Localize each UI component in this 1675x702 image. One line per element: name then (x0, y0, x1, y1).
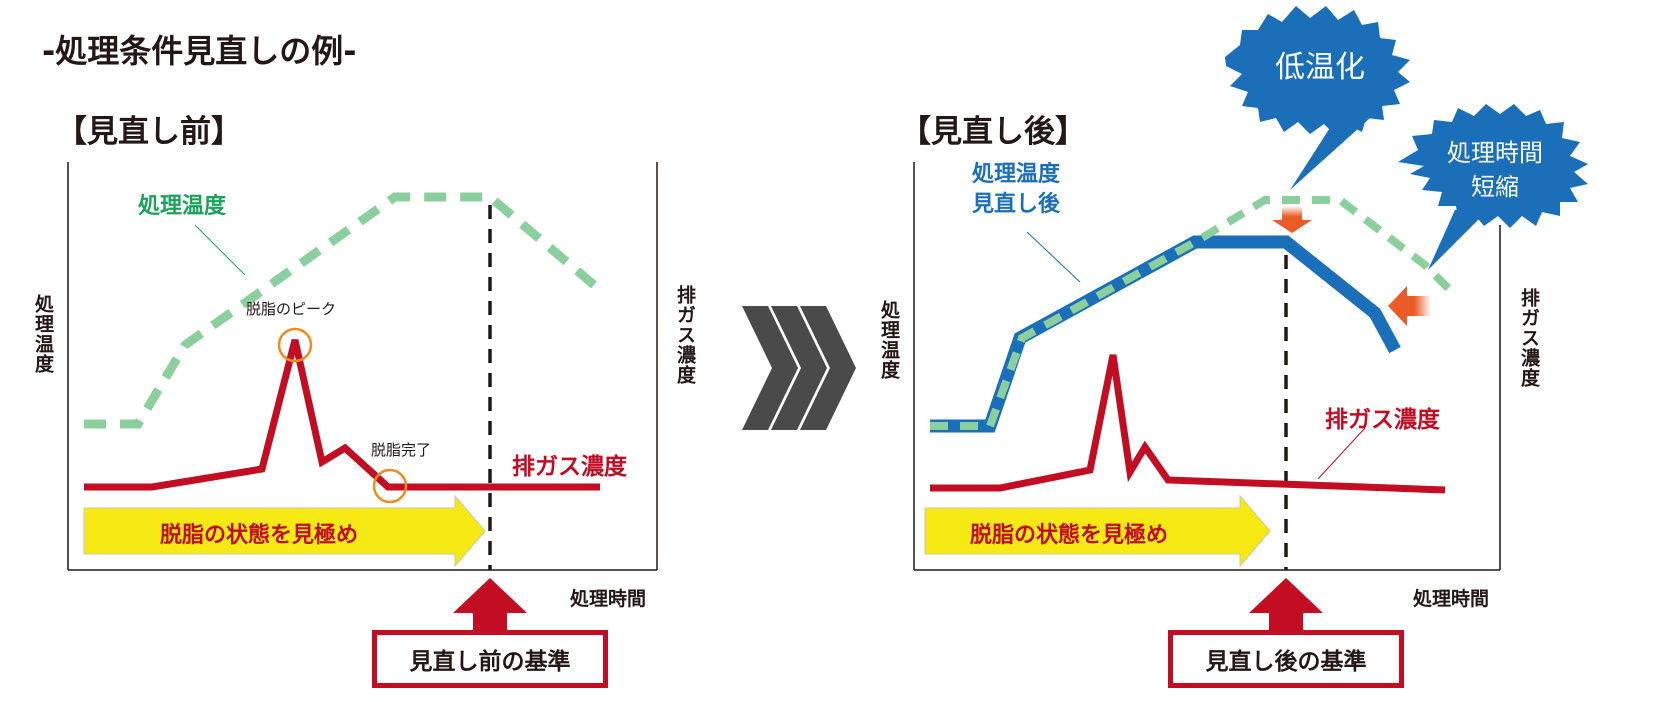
complete-label: 脱脂完了 (371, 441, 432, 459)
shorten-time-indicator-arrow (1388, 286, 1431, 326)
before-heading: 【見直し前】 (56, 114, 242, 150)
lower-temp-indicator-arrow (1272, 206, 1312, 233)
shorten-time-callout-line1: 処理時間 (1447, 139, 1543, 167)
page-title: -処理条件見直しの例- (42, 32, 357, 70)
before-exhaust-label: 排ガス濃度 (512, 454, 627, 480)
after-exhaust-line (930, 354, 1446, 494)
after-exhaust-label: 排ガス濃度 (1325, 407, 1440, 433)
triple-chevron-right-icon (742, 306, 856, 430)
before-chart-frame (67, 162, 658, 571)
after-reference-pointer (1249, 578, 1323, 632)
before-reference-pointer (453, 578, 527, 632)
after-temp-label-line1: 処理温度 (971, 162, 1060, 187)
after-reference-box: 見直し後の基準 (1168, 630, 1404, 688)
low-temp-callout-text: 低温化 (1275, 50, 1365, 85)
after-temp-label-line2: 見直し後 (971, 192, 1060, 217)
before-x-axis-label: 処理時間 (570, 588, 647, 610)
after-chart-frame (913, 162, 1501, 571)
shorten-time-callout (1398, 104, 1588, 270)
before-evaluate-label: 脱脂の状態を見極め (160, 523, 359, 548)
after-y-axis-left-label: 処理温度 (878, 300, 900, 380)
after-reference-label: 見直し後の基準 (1205, 649, 1367, 675)
after-temp-line (930, 235, 1401, 433)
complete-highlight-circle (372, 468, 408, 504)
after-evaluate-arrow (924, 494, 1271, 568)
low-temp-callout (1225, 6, 1410, 190)
before-reference-box: 見直し前の基準 (372, 630, 608, 688)
before-y-axis-right-label: 排ガス濃度 (674, 285, 696, 385)
peak-label: 脱脂のピーク (246, 300, 337, 318)
after-x-axis-label: 処理時間 (1413, 588, 1490, 610)
before-exhaust-line (84, 339, 600, 491)
before-reference-label: 見直し前の基準 (409, 649, 571, 675)
before-temp-label: 処理温度 (138, 194, 227, 219)
after-original-temp-line (930, 196, 1458, 430)
before-temp-line (84, 192, 603, 429)
before-evaluate-arrow (83, 494, 486, 568)
after-temp-label: 処理温度 見直し後 (956, 160, 1076, 220)
shorten-time-callout-text: 処理時間 短縮 (1430, 136, 1560, 204)
peak-highlight-circle (277, 327, 313, 363)
after-y-axis-right-label: 排ガス濃度 (1518, 288, 1540, 388)
before-y-axis-left-label: 処理温度 (32, 294, 54, 374)
after-heading: 【見直し後】 (900, 114, 1086, 150)
shorten-time-callout-line2: 短縮 (1471, 173, 1519, 201)
after-evaluate-label: 脱脂の状態を見極め (970, 523, 1169, 548)
